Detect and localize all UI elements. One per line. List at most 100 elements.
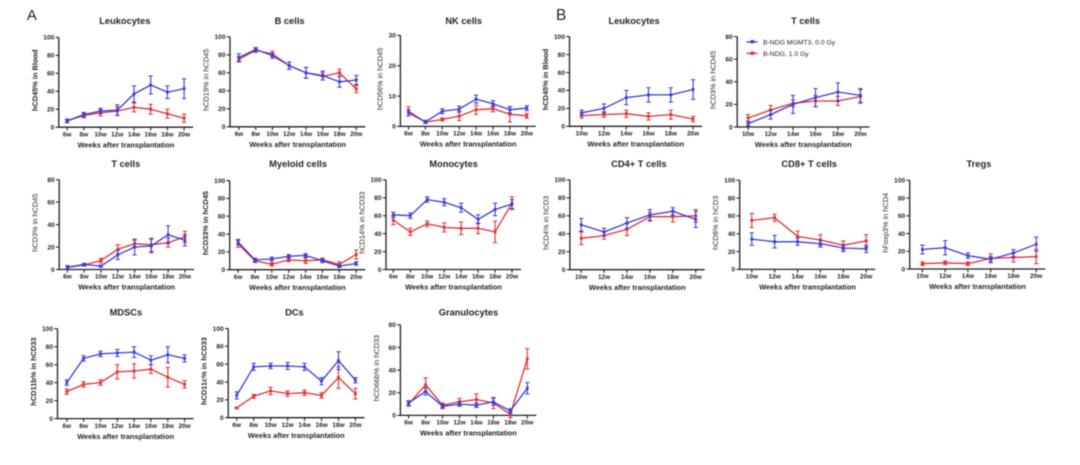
svg-text:Leukocytes: Leukocytes (609, 16, 660, 26)
svg-text:10w: 10w (421, 274, 434, 281)
svg-text:16w: 16w (487, 131, 500, 138)
svg-text:16w: 16w (809, 131, 822, 138)
svg-text:20w: 20w (350, 274, 363, 281)
svg-text:80: 80 (728, 195, 736, 202)
svg-text:10w: 10w (266, 274, 279, 281)
svg-text:20: 20 (725, 102, 733, 109)
svg-text:18w: 18w (837, 274, 850, 281)
svg-text:20: 20 (47, 244, 55, 251)
svg-text:20: 20 (47, 107, 55, 114)
svg-text:0: 0 (222, 267, 226, 274)
svg-text:Weeks after transplantation: Weeks after transplantation (249, 283, 346, 292)
svg-text:T cells: T cells (111, 159, 140, 169)
svg-text:12w: 12w (283, 274, 296, 281)
svg-text:20w: 20w (178, 423, 191, 430)
svg-text:Tregs: Tregs (966, 159, 991, 169)
svg-text:40: 40 (558, 231, 566, 238)
svg-text:8w: 8w (80, 274, 90, 281)
svg-text:12w: 12w (598, 274, 611, 281)
svg-text:10w: 10w (94, 131, 107, 138)
svg-text:16w: 16w (317, 131, 330, 138)
svg-text:80: 80 (558, 195, 566, 202)
svg-text:20w: 20w (521, 131, 534, 138)
svg-text:hCD56% in hCD45: hCD56% in hCD45 (375, 48, 384, 110)
svg-text:12w: 12w (283, 131, 296, 138)
svg-text:20: 20 (46, 398, 54, 405)
svg-text:Leukocytes: Leukocytes (99, 16, 150, 26)
svg-text:0: 0 (392, 413, 396, 420)
svg-text:12w: 12w (111, 423, 124, 430)
svg-text:16w: 16w (644, 274, 657, 281)
svg-text:12w: 12w (769, 274, 782, 281)
svg-text:Weeks after transplantation: Weeks after transplantation (248, 431, 345, 440)
svg-text:18w: 18w (333, 274, 346, 281)
svg-text:20w: 20w (506, 274, 519, 281)
svg-text:20: 20 (389, 390, 397, 397)
svg-text:hCD4% in hCD3: hCD4% in hCD3 (541, 196, 550, 250)
svg-text:14w: 14w (128, 274, 141, 281)
svg-text:0: 0 (51, 267, 55, 274)
svg-text:60: 60 (47, 199, 55, 206)
svg-text:16w: 16w (316, 274, 329, 281)
svg-text:20: 20 (558, 249, 566, 256)
svg-text:10w: 10w (575, 274, 588, 281)
svg-text:0: 0 (561, 124, 565, 131)
svg-text:Weeks after transplantation: Weeks after transplantation (405, 283, 502, 292)
svg-text:20: 20 (898, 249, 906, 256)
svg-text:100: 100 (554, 34, 565, 41)
svg-text:6w: 6w (404, 131, 414, 138)
svg-text:hCD45% in Blood: hCD45% in Blood (30, 49, 39, 111)
svg-text:16w: 16w (145, 274, 158, 281)
svg-text:12w: 12w (764, 131, 777, 138)
svg-text:14w: 14w (620, 131, 633, 138)
svg-text:B-NDG, 1.0 Gy: B-NDG, 1.0 Gy (763, 51, 809, 58)
svg-text:18w: 18w (504, 131, 517, 138)
svg-text:80: 80 (46, 344, 54, 351)
svg-text:6w: 6w (62, 423, 72, 430)
svg-text:80: 80 (47, 53, 55, 60)
svg-text:Weeks after transplantation: Weeks after transplantation (587, 140, 684, 149)
svg-text:20: 20 (558, 106, 566, 113)
svg-text:12w: 12w (112, 274, 125, 281)
svg-text:12w: 12w (939, 273, 952, 280)
svg-text:16w: 16w (985, 273, 998, 280)
svg-text:hCD33% in hCD45: hCD33% in hCD45 (201, 191, 210, 255)
svg-text:18w: 18w (665, 131, 678, 138)
svg-text:60: 60 (725, 57, 733, 64)
svg-text:60: 60 (216, 362, 224, 369)
svg-text:10w: 10w (94, 423, 107, 430)
svg-text:Weeks after transplantation: Weeks after transplantation (755, 140, 852, 149)
svg-text:NK cells: NK cells (445, 16, 482, 26)
svg-text:80: 80 (218, 196, 226, 203)
svg-text:0: 0 (220, 415, 224, 422)
svg-text:10w: 10w (95, 274, 108, 281)
svg-text:18w: 18w (332, 422, 345, 429)
svg-text:B-NDG MGMT3, 0.0 Gy: B-NDG MGMT3, 0.0 Gy (763, 39, 836, 46)
svg-text:40: 40 (216, 379, 224, 386)
svg-text:14w: 14w (791, 274, 804, 281)
svg-text:8w: 8w (249, 422, 259, 429)
svg-text:80: 80 (374, 195, 382, 202)
svg-text:20w: 20w (521, 420, 534, 427)
svg-text:80: 80 (216, 344, 224, 351)
svg-text:6w: 6w (235, 131, 245, 138)
svg-text:18w: 18w (1007, 273, 1020, 280)
svg-text:MDSCs: MDSCs (110, 308, 143, 318)
svg-text:10w: 10w (436, 131, 449, 138)
svg-text:80: 80 (218, 52, 226, 59)
svg-text:40: 40 (218, 88, 226, 95)
svg-text:40: 40 (47, 222, 55, 229)
svg-text:8w: 8w (251, 274, 261, 281)
svg-text:10: 10 (389, 93, 397, 100)
svg-text:Weeks after transplantation: Weeks after transplantation (759, 283, 856, 292)
svg-text:80: 80 (47, 177, 55, 184)
svg-text:40: 40 (558, 88, 566, 95)
svg-text:14w: 14w (299, 274, 312, 281)
svg-text:12w: 12w (281, 422, 294, 429)
svg-text:80: 80 (898, 195, 906, 202)
svg-text:80: 80 (558, 52, 566, 59)
svg-text:6w: 6w (234, 274, 244, 281)
svg-text:14w: 14w (962, 273, 975, 280)
svg-text:10w: 10w (264, 422, 277, 429)
svg-text:0: 0 (902, 266, 906, 273)
